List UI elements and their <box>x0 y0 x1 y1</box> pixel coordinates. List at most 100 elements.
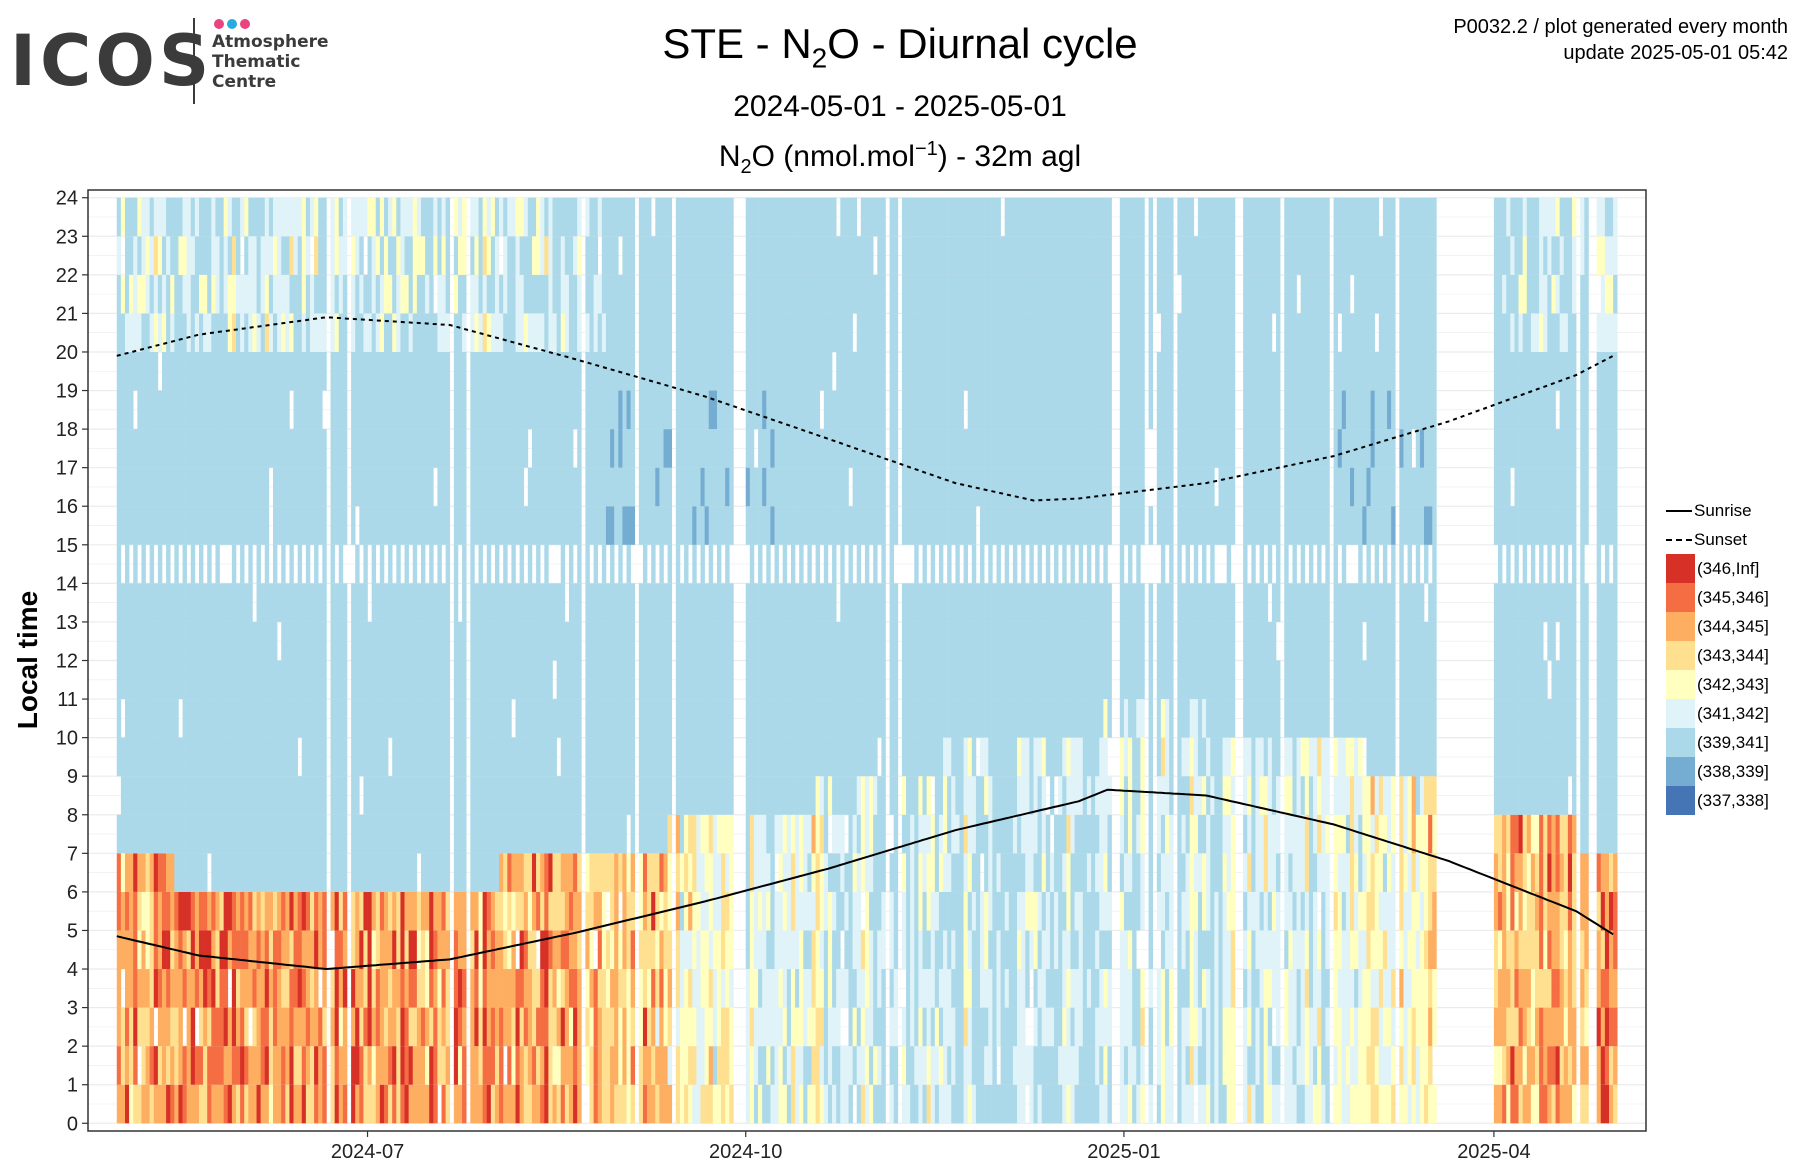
heatmap-cell <box>511 969 516 1008</box>
heatmap-cell <box>425 1084 430 1124</box>
heatmap-cell <box>355 197 360 237</box>
heatmap-cell <box>934 1046 940 1085</box>
heatmap-cell <box>388 699 393 738</box>
heatmap-cell <box>227 814 233 854</box>
heatmap-cell <box>281 351 286 391</box>
heatmap-cell <box>174 351 179 391</box>
heatmap-cell <box>651 930 656 970</box>
heatmap-cell <box>799 853 804 892</box>
heatmap-cell <box>774 621 779 661</box>
heatmap-cell <box>235 1046 241 1085</box>
heatmap-cell <box>457 390 463 430</box>
heatmap-cell <box>815 506 821 545</box>
heatmap-cell <box>433 776 438 815</box>
heatmap-cell <box>371 506 377 545</box>
heatmap-cell <box>342 390 348 430</box>
heatmap-cell <box>264 429 270 468</box>
heatmap-cell <box>457 969 463 1008</box>
heatmap-cell <box>679 390 685 430</box>
heatmap-cell <box>223 1084 229 1124</box>
heatmap-cell <box>355 467 360 507</box>
heatmap-cell <box>585 351 590 391</box>
heatmap-cell <box>120 197 126 237</box>
heatmap-cell <box>285 351 290 391</box>
heatmap-cell <box>429 621 434 661</box>
heatmap-cell <box>786 1007 792 1047</box>
heatmap-cell <box>437 1007 442 1047</box>
heatmap-cell <box>264 699 270 738</box>
heatmap-cell <box>684 1007 689 1047</box>
heatmap-cell <box>203 274 208 314</box>
heatmap-cell <box>758 737 763 777</box>
heatmap-cell <box>585 467 590 507</box>
heatmap-cell <box>721 891 726 931</box>
heatmap-cell <box>211 583 216 622</box>
heatmap-cell <box>770 699 775 738</box>
heatmap-cell <box>889 737 895 777</box>
heatmap-cell <box>231 467 237 507</box>
heatmap-cell <box>663 737 668 777</box>
heatmap-cell <box>659 853 664 892</box>
heatmap-cell <box>371 814 377 854</box>
heatmap-cell <box>174 467 179 507</box>
heatmap-cell <box>425 1046 430 1085</box>
heatmap-cell <box>408 1084 414 1124</box>
heatmap-cell <box>721 236 726 275</box>
heatmap-cell <box>832 660 837 700</box>
heatmap-cell <box>799 506 804 545</box>
heatmap-cell <box>622 699 627 738</box>
heatmap-cell <box>626 351 631 391</box>
heatmap-cell <box>1004 274 1010 314</box>
heatmap-cell <box>207 699 212 738</box>
heatmap-cell <box>141 891 146 931</box>
heatmap-cell <box>125 930 130 970</box>
heatmap-cell <box>515 737 520 777</box>
heatmap-cell <box>959 930 964 970</box>
heatmap-cell <box>1033 1084 1038 1124</box>
heatmap-cell <box>971 776 977 815</box>
heatmap-cell <box>412 274 418 314</box>
heatmap-cell <box>889 1007 895 1047</box>
heatmap-cell <box>819 737 825 777</box>
heatmap-cell <box>231 1084 237 1124</box>
heatmap-cell <box>955 737 960 777</box>
heatmap-cell <box>585 737 590 777</box>
heatmap-cell <box>248 429 253 468</box>
heatmap-cell <box>914 236 919 275</box>
heatmap-cell <box>1021 660 1026 700</box>
heatmap-cell <box>688 390 693 430</box>
heatmap-cell <box>922 506 927 545</box>
heatmap-cell <box>511 660 516 700</box>
heatmap-cell <box>383 197 389 237</box>
heatmap-cell <box>790 390 796 430</box>
heatmap-cell <box>1000 1046 1006 1085</box>
heatmap-cell <box>610 429 615 468</box>
heatmap-cell <box>281 544 286 584</box>
heatmap-cell <box>161 236 167 275</box>
heatmap-cell <box>725 313 730 352</box>
heatmap-cell <box>375 737 381 777</box>
heatmap-cell <box>396 853 401 892</box>
heatmap-cell <box>235 236 241 275</box>
heatmap-cell <box>1012 891 1018 931</box>
heatmap-cell <box>889 390 895 430</box>
heatmap-cell <box>943 274 948 314</box>
heatmap-cell <box>305 197 311 237</box>
heatmap-cell <box>807 313 812 352</box>
heatmap-cell <box>967 274 973 314</box>
heatmap-cell <box>375 506 381 545</box>
meta-line-2: update 2025-05-01 05:42 <box>1563 42 1788 64</box>
heatmap-cell <box>190 236 196 275</box>
heatmap-cell <box>363 197 368 237</box>
heatmap-cell <box>207 506 212 545</box>
heatmap-cell <box>137 737 142 777</box>
heatmap-cell <box>864 1007 870 1047</box>
heatmap-cell <box>486 274 492 314</box>
heatmap-cell <box>1021 274 1026 314</box>
heatmap-cell <box>638 274 644 314</box>
heatmap-cell <box>955 390 960 430</box>
heatmap-cell <box>782 930 788 970</box>
heatmap-cell <box>149 197 155 237</box>
heatmap-cell <box>342 891 348 931</box>
heatmap-cell <box>811 891 816 931</box>
